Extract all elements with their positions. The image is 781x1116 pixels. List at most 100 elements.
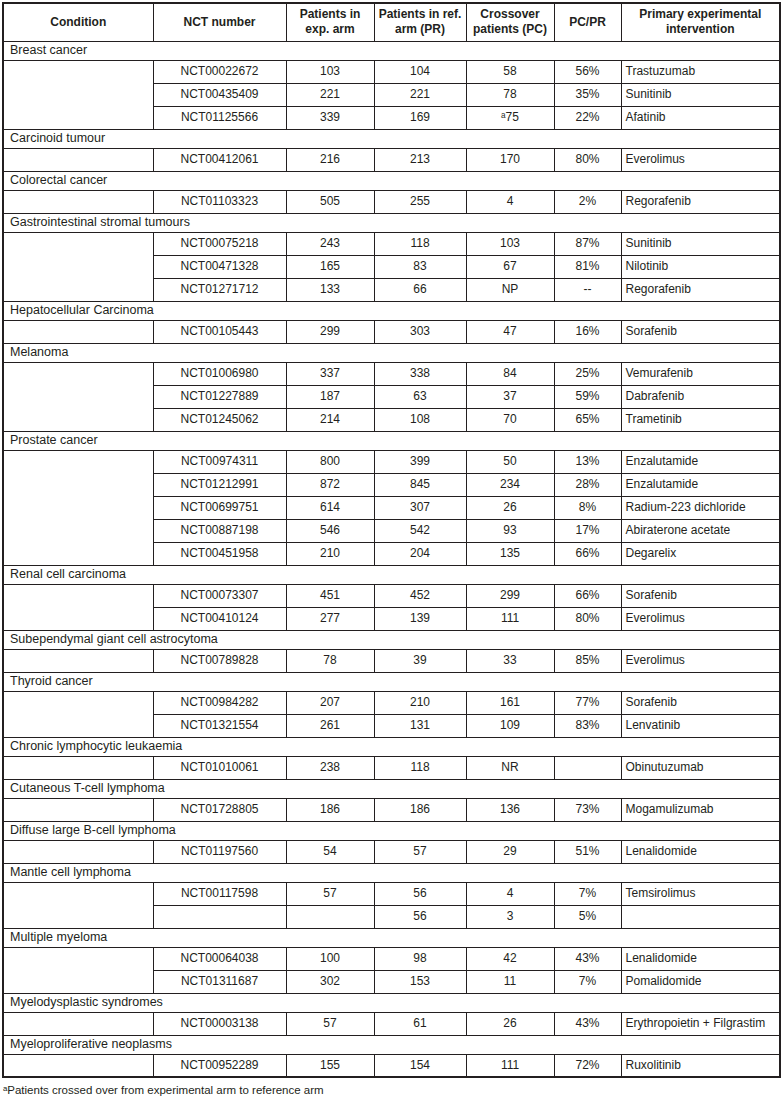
- nct-cell: NCT00435409: [153, 83, 286, 106]
- condition-section-row: Gastrointestinal stromal tumours: [3, 213, 780, 232]
- nct-cell: NCT01271712: [153, 278, 286, 301]
- ref-arm-cell: 452: [374, 584, 466, 607]
- pcpr-cell: 22%: [554, 106, 621, 129]
- pcpr-cell: 80%: [554, 148, 621, 171]
- pcpr-cell: 73%: [554, 798, 621, 821]
- crossover-cell: 26: [466, 1012, 554, 1035]
- pcpr-cell: 81%: [554, 255, 621, 278]
- pcpr-cell: 43%: [554, 1012, 621, 1035]
- condition-section-row: Chronic lymphocytic leukaemia: [3, 737, 780, 756]
- crossover-cell: 234: [466, 473, 554, 496]
- condition-section-label: Hepatocellular Carcinoma: [3, 301, 780, 320]
- nct-cell: NCT00105443: [153, 320, 286, 343]
- intervention-cell: Obinutuzumab: [621, 756, 780, 779]
- crossover-cell: 50: [466, 450, 554, 473]
- crossover-cell: 78: [466, 83, 554, 106]
- condition-empty-cell: [3, 584, 153, 630]
- pcpr-cell: 7%: [554, 970, 621, 993]
- crossover-cell: 170: [466, 148, 554, 171]
- ref-arm-cell: 210: [374, 691, 466, 714]
- condition-empty-cell: [3, 1054, 153, 1077]
- intervention-cell: Ruxolitinib: [621, 1054, 780, 1077]
- trial-row: NCT0172880518618613673%Mogamulizumab: [3, 798, 780, 821]
- ref-arm-cell: 61: [374, 1012, 466, 1035]
- nct-cell: NCT00003138: [153, 1012, 286, 1035]
- intervention-cell: Lenalidomide: [621, 947, 780, 970]
- ref-arm-cell: 338: [374, 362, 466, 385]
- column-header-exp-arm: Patients in exp. arm: [286, 3, 374, 41]
- exp-arm-cell: 221: [286, 83, 374, 106]
- condition-empty-cell: [3, 840, 153, 863]
- intervention-cell: Lenalidomide: [621, 840, 780, 863]
- condition-section-row: Renal cell carcinoma: [3, 565, 780, 584]
- crossover-cell: 29: [466, 840, 554, 863]
- clinical-trials-table: Condition NCT number Patients in exp. ar…: [2, 2, 781, 1078]
- column-header-crossover: Crossover patients (PC): [466, 3, 554, 41]
- ref-arm-cell: 83: [374, 255, 466, 278]
- nct-cell: NCT00412061: [153, 148, 286, 171]
- ref-arm-cell: 154: [374, 1054, 466, 1077]
- intervention-cell: Trametinib: [621, 408, 780, 431]
- trial-row: NCT01010061238118NR Obinutuzumab: [3, 756, 780, 779]
- crossover-cell: ᵃ75: [466, 106, 554, 129]
- exp-arm-cell: 57: [286, 1012, 374, 1035]
- crossover-cell: 111: [466, 1054, 554, 1077]
- condition-section-label: Prostate cancer: [3, 431, 780, 450]
- ref-arm-cell: 108: [374, 408, 466, 431]
- crossover-cell: NR: [466, 756, 554, 779]
- exp-arm-cell: 100: [286, 947, 374, 970]
- intervention-cell: Trastuzumab: [621, 60, 780, 83]
- pcpr-cell: 66%: [554, 542, 621, 565]
- condition-section-row: Melanoma: [3, 343, 780, 362]
- exp-arm-cell: 337: [286, 362, 374, 385]
- ref-arm-cell: 57: [374, 840, 466, 863]
- condition-section-label: Myelodysplastic syndromes: [3, 993, 780, 1012]
- crossover-cell: 37: [466, 385, 554, 408]
- crossover-cell: 58: [466, 60, 554, 83]
- pcpr-cell: 2%: [554, 190, 621, 213]
- intervention-cell: Abiraterone acetate: [621, 519, 780, 542]
- crossover-cell: 42: [466, 947, 554, 970]
- ref-arm-cell: 118: [374, 756, 466, 779]
- trial-row: NCT001054432993034716%Sorafenib: [3, 320, 780, 343]
- crossover-cell: 93: [466, 519, 554, 542]
- condition-section-row: Multiple myeloma: [3, 928, 780, 947]
- pcpr-cell: 83%: [554, 714, 621, 737]
- intervention-cell: Degarelix: [621, 542, 780, 565]
- condition-empty-cell: [3, 1012, 153, 1035]
- exp-arm-cell: 277: [286, 607, 374, 630]
- pcpr-cell: 85%: [554, 649, 621, 672]
- exp-arm-cell: 872: [286, 473, 374, 496]
- condition-empty-cell: [3, 756, 153, 779]
- nct-cell: NCT01125566: [153, 106, 286, 129]
- ref-arm-cell: 845: [374, 473, 466, 496]
- ref-arm-cell: 204: [374, 542, 466, 565]
- ref-arm-cell: 303: [374, 320, 466, 343]
- pcpr-cell: 7%: [554, 882, 621, 905]
- exp-arm-cell: 238: [286, 756, 374, 779]
- nct-cell: NCT01010061: [153, 756, 286, 779]
- pcpr-cell: 16%: [554, 320, 621, 343]
- nct-cell: NCT01227889: [153, 385, 286, 408]
- condition-section-row: Thyroid cancer: [3, 672, 780, 691]
- exp-arm-cell: 302: [286, 970, 374, 993]
- nct-cell: NCT00699751: [153, 496, 286, 519]
- crossover-cell: 103: [466, 232, 554, 255]
- intervention-cell: Nilotinib: [621, 255, 780, 278]
- intervention-cell: Pomalidomide: [621, 970, 780, 993]
- nct-cell: NCT00075218: [153, 232, 286, 255]
- ref-arm-cell: 169: [374, 106, 466, 129]
- intervention-cell: Sunitinib: [621, 83, 780, 106]
- intervention-cell: Sorafenib: [621, 691, 780, 714]
- ref-arm-cell: 66: [374, 278, 466, 301]
- trial-row: NCT0098428220721016177%Sorafenib: [3, 691, 780, 714]
- column-header-condition: Condition: [3, 3, 153, 41]
- intervention-cell: Mogamulizumab: [621, 798, 780, 821]
- condition-empty-cell: [3, 691, 153, 737]
- pcpr-cell: 80%: [554, 607, 621, 630]
- crossover-cell: 84: [466, 362, 554, 385]
- exp-arm-cell: 614: [286, 496, 374, 519]
- condition-section-row: Diffuse large B-cell lymphoma: [3, 821, 780, 840]
- pcpr-cell: 25%: [554, 362, 621, 385]
- nct-cell: NCT00887198: [153, 519, 286, 542]
